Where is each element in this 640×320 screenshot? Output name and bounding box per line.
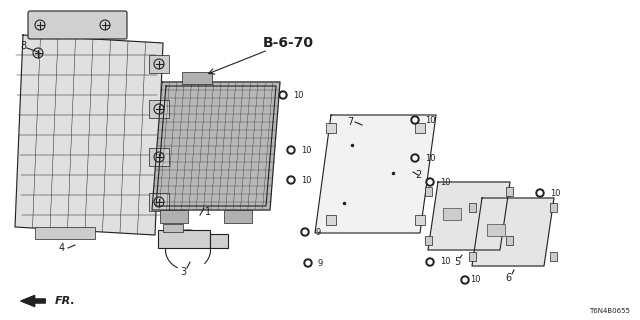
Text: 10: 10 (425, 116, 435, 124)
Bar (469, 203, 476, 212)
Bar (443, 208, 461, 220)
Bar (550, 203, 557, 212)
Text: 8: 8 (20, 41, 26, 51)
Bar (149, 55, 169, 73)
Text: 10: 10 (425, 154, 435, 163)
Bar (149, 193, 169, 211)
Circle shape (426, 258, 434, 266)
Bar (224, 210, 252, 223)
Text: 4: 4 (59, 243, 65, 253)
Text: 10: 10 (301, 175, 312, 185)
Bar (35, 227, 95, 239)
Bar (425, 187, 432, 196)
Text: 6: 6 (505, 273, 511, 283)
FancyBboxPatch shape (28, 11, 127, 39)
Circle shape (304, 259, 312, 267)
Text: T6N4B0655: T6N4B0655 (589, 308, 630, 314)
Bar (149, 100, 169, 118)
FancyArrowPatch shape (20, 295, 45, 307)
Text: 10: 10 (293, 91, 303, 100)
Circle shape (426, 178, 434, 186)
Text: 9: 9 (318, 259, 323, 268)
Text: 2: 2 (415, 170, 421, 180)
Circle shape (461, 276, 469, 284)
Polygon shape (152, 82, 280, 210)
Bar (163, 224, 183, 232)
Bar (182, 72, 212, 84)
Bar (550, 252, 557, 261)
Polygon shape (15, 35, 163, 235)
Text: B-6-70: B-6-70 (262, 36, 314, 50)
Circle shape (301, 228, 309, 236)
Bar (210, 234, 228, 248)
Circle shape (287, 146, 295, 154)
Circle shape (303, 230, 307, 234)
Circle shape (306, 261, 310, 265)
Circle shape (428, 180, 432, 184)
Text: 3: 3 (180, 267, 186, 277)
Circle shape (411, 116, 419, 124)
Polygon shape (472, 198, 554, 266)
Circle shape (411, 154, 419, 162)
Bar (506, 236, 513, 245)
Bar (158, 230, 210, 248)
Circle shape (428, 260, 432, 264)
Text: 7: 7 (347, 117, 353, 127)
Bar (415, 215, 425, 225)
Bar (506, 187, 513, 196)
Circle shape (281, 93, 285, 97)
Bar (160, 210, 188, 223)
Text: 10: 10 (550, 188, 561, 197)
Circle shape (538, 191, 542, 195)
Bar (149, 148, 169, 166)
Text: 10: 10 (440, 178, 451, 187)
Bar (487, 224, 505, 236)
Text: 9: 9 (315, 228, 320, 236)
Polygon shape (428, 182, 510, 250)
Bar (469, 252, 476, 261)
Circle shape (289, 178, 293, 182)
Bar (425, 236, 432, 245)
Polygon shape (315, 115, 436, 233)
Bar (415, 123, 425, 133)
Circle shape (287, 176, 295, 184)
Circle shape (463, 278, 467, 282)
Text: 10: 10 (470, 276, 481, 284)
Text: FR.: FR. (55, 296, 76, 306)
Text: 5: 5 (454, 257, 460, 267)
Circle shape (413, 118, 417, 122)
Circle shape (413, 156, 417, 160)
Circle shape (536, 189, 544, 197)
Text: 10: 10 (301, 146, 312, 155)
Text: 10: 10 (440, 258, 451, 267)
Bar (326, 215, 336, 225)
Circle shape (289, 148, 293, 152)
Text: 1: 1 (205, 207, 211, 217)
Circle shape (279, 91, 287, 99)
Bar (326, 123, 336, 133)
